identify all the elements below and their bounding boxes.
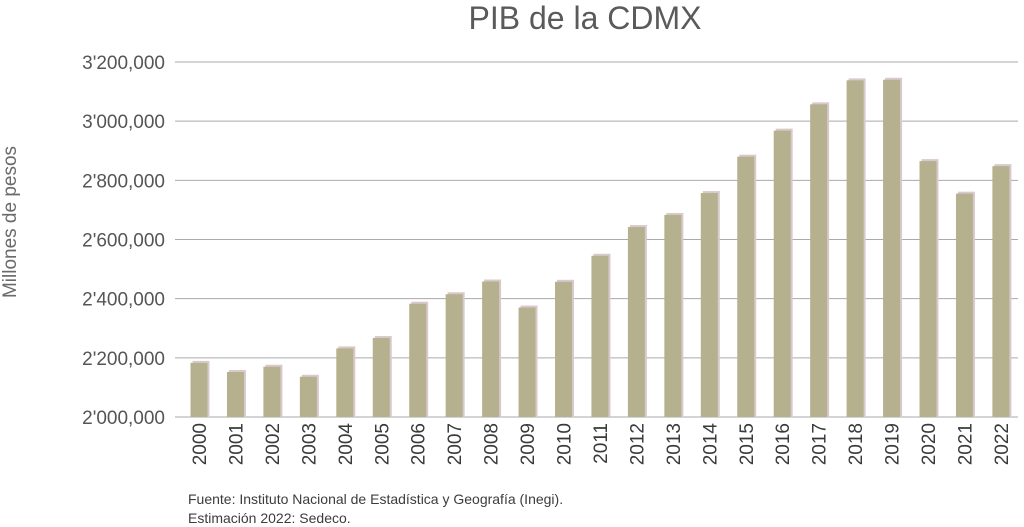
x-tick-label: 2001	[226, 423, 247, 465]
x-tick-label: 2017	[810, 423, 831, 465]
y-tick-label: 3'200,000	[82, 53, 165, 74]
y-tick-label: 2'000,000	[82, 408, 165, 429]
y-tick-label: 2'200,000	[82, 349, 165, 370]
x-tick-label: 2005	[372, 423, 393, 465]
bar-2007	[445, 294, 463, 417]
x-tick-label: 2012	[627, 423, 648, 465]
x-tick-label: 2006	[409, 423, 430, 465]
bar-2014	[700, 193, 718, 417]
y-tick-label: 2'400,000	[82, 290, 165, 311]
y-tick-label: 3'000,000	[82, 112, 165, 133]
y-tick-label: 2'600,000	[82, 231, 165, 252]
bar-2015	[737, 156, 755, 417]
bar-2021	[955, 193, 973, 417]
bar-2000	[190, 362, 208, 417]
x-tick-label: 2019	[883, 423, 904, 465]
bar-2006	[409, 303, 427, 417]
x-tick-label: 2022	[992, 423, 1013, 465]
x-tick-label: 2010	[555, 423, 576, 465]
bar-2013	[664, 214, 682, 417]
bar-2008	[482, 281, 500, 417]
bar-2020	[919, 161, 937, 417]
x-tick-label: 2009	[518, 423, 539, 465]
bar-2005	[372, 338, 390, 417]
bar-2001	[226, 372, 244, 417]
y-axis-ticks: 2'000,000 2'200,000 2'400,000 2'600,000 2'80…	[82, 53, 165, 429]
x-tick-label: 2013	[664, 423, 685, 465]
x-tick-label: 2011	[591, 423, 612, 464]
x-tick-label: 2015	[737, 423, 758, 465]
bar-2017	[810, 104, 828, 417]
x-tick-label: 2004	[336, 423, 357, 466]
bar-2003	[299, 376, 317, 417]
source-note: Fuente: Instituto Nacional de Estadístic…	[188, 491, 564, 507]
x-tick-label: 2018	[846, 423, 867, 465]
estimate-note: Estimación 2022: Sedeco.	[188, 510, 351, 526]
y-tick-label: 2'800,000	[82, 171, 165, 192]
x-tick-label: 2020	[919, 423, 940, 465]
x-tick-label: 2000	[190, 423, 211, 465]
bars	[190, 77, 1012, 417]
x-tick-label: 2003	[299, 423, 320, 465]
chart-title: PIB de la CDMX	[468, 0, 702, 36]
bar-2022	[992, 166, 1010, 417]
bar-2009	[518, 307, 536, 417]
x-tick-label: 2007	[445, 423, 466, 465]
bar-2016	[773, 130, 791, 417]
x-tick-label: 2016	[773, 423, 794, 465]
bar-2002	[263, 366, 281, 417]
bar-2012	[627, 227, 645, 417]
y-axis-title: Millones de pesos	[0, 146, 21, 298]
bar-2019	[883, 79, 901, 417]
x-tick-label: 2021	[955, 423, 976, 465]
bar-2018	[846, 80, 864, 417]
x-tick-label: 2008	[482, 423, 503, 465]
x-axis-ticks: 2000 2001 2002 2003 2004 2005 2006 2007 2008 2009…	[190, 423, 1013, 466]
bar-2011	[591, 255, 609, 417]
x-tick-label: 2014	[700, 423, 721, 466]
x-tick-label: 2002	[263, 423, 284, 465]
bar-2010	[555, 281, 572, 417]
bar-2004	[336, 348, 354, 417]
